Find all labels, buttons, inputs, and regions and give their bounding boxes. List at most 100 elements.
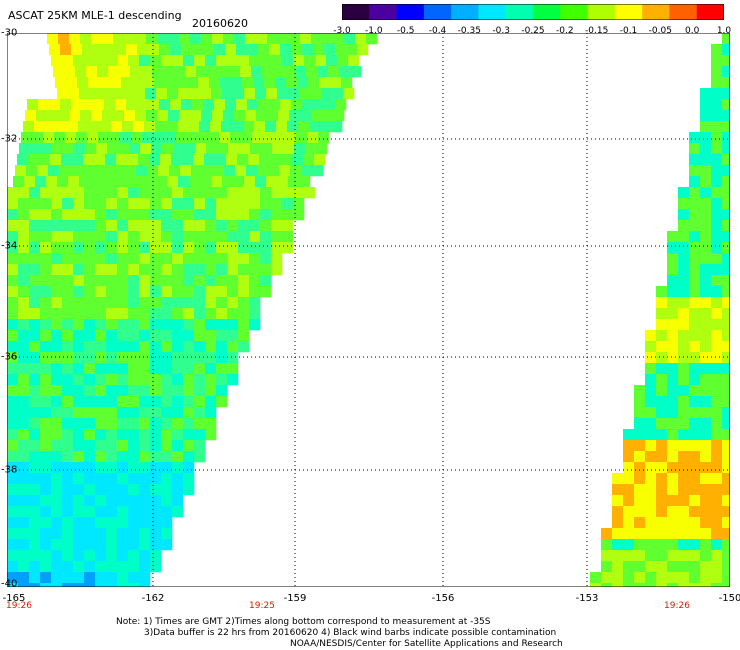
swath-cell (700, 550, 712, 562)
swath-cell (29, 495, 41, 507)
swath-cell (183, 275, 195, 287)
swath-cell (102, 33, 114, 45)
swath-cell (62, 451, 74, 463)
swath-cell (161, 451, 173, 463)
swath-cell (84, 495, 96, 507)
swath-cell (40, 429, 52, 441)
swath-cell (700, 132, 712, 144)
swath-cell (73, 264, 85, 276)
swath-cell (134, 176, 146, 188)
swath-cell (161, 297, 173, 309)
swath-cell (711, 209, 723, 221)
swath-cell (97, 66, 109, 78)
swath-cell (117, 374, 129, 386)
swath-cell (117, 352, 129, 364)
swath-cell (128, 517, 140, 529)
swath-cell (62, 429, 74, 441)
swath-cell (55, 77, 67, 89)
swath-cell (128, 539, 140, 551)
swath-cell (678, 319, 690, 331)
swath-cell (203, 44, 215, 56)
swath-cell (139, 330, 151, 342)
swath-cell (194, 440, 206, 452)
swath-cell (106, 407, 118, 419)
swath-cell (117, 473, 129, 485)
swath-cell (195, 143, 207, 155)
swath-cell (700, 286, 712, 298)
swath-cell (711, 297, 723, 309)
swath-cell (238, 330, 250, 342)
swath-cell (656, 352, 668, 364)
swath-cell (222, 88, 234, 100)
swath-cell (656, 319, 668, 331)
swath-cell (62, 418, 74, 430)
swath-cell (248, 154, 260, 166)
swath-cell (70, 165, 82, 177)
swath-cell (106, 308, 118, 320)
swath-cell (271, 198, 283, 210)
swath-cell (169, 165, 181, 177)
swath-cell (7, 462, 19, 474)
swath-cell (201, 110, 213, 122)
time-label: 19:25 (249, 601, 275, 611)
swath-cell (84, 187, 96, 199)
swath-cell (7, 550, 19, 562)
swath-cell (656, 517, 668, 529)
swath-cell (667, 484, 679, 496)
swath-cell (645, 352, 657, 364)
swath-cell (711, 539, 723, 551)
swath-cell (700, 88, 712, 100)
swath-cell (7, 220, 19, 232)
swath-cell (198, 77, 210, 89)
swath-cell (40, 396, 52, 408)
swath-cell (227, 198, 239, 210)
swath-cell (150, 550, 162, 562)
swath-cell (54, 132, 66, 144)
swath-cell (172, 319, 184, 331)
swath-cell (205, 286, 217, 298)
swath-cell (148, 99, 160, 111)
swath-cell (161, 385, 173, 397)
colorbar-label: -0.4 (428, 26, 447, 36)
swath-cell (113, 110, 125, 122)
swath-cell (51, 275, 63, 287)
swath-cell (117, 286, 129, 298)
lon-label: -156 (431, 593, 455, 604)
swath-cell (29, 528, 41, 540)
swath-cell (301, 165, 313, 177)
swath-cell (139, 550, 151, 562)
swath-cell (711, 286, 723, 298)
swath-cell (700, 99, 712, 111)
swath-cell (200, 176, 212, 188)
swath-cell (711, 242, 723, 254)
colorbar-label: -0.2 (556, 26, 574, 36)
swath-cell (700, 220, 712, 232)
swath-cell (700, 429, 712, 441)
swath-cell (645, 495, 657, 507)
swath-cell (115, 99, 127, 111)
swath-cell (711, 187, 723, 199)
swath-cell (711, 220, 723, 232)
swath-cell (161, 275, 173, 287)
swath-cell (205, 275, 217, 287)
swath-cell (157, 110, 169, 122)
swath-cell (18, 209, 30, 221)
swath-cell (139, 396, 151, 408)
swath-cell (95, 583, 107, 587)
swath-cell (40, 308, 52, 320)
swath-cell (122, 121, 134, 133)
swath-cell (700, 440, 712, 452)
swath-cell (7, 352, 19, 364)
swath-cell (304, 187, 316, 199)
swath-cell (678, 297, 690, 309)
swath-cell (7, 330, 19, 342)
swath-cell (7, 572, 19, 584)
swath-cell (128, 341, 140, 353)
swath-cell (205, 385, 217, 397)
swath-cell (249, 286, 261, 298)
swath-cell (221, 121, 233, 133)
swath-cell (150, 319, 162, 331)
swath-cell (73, 418, 85, 430)
swath-cell (51, 330, 63, 342)
swath-cell (246, 165, 258, 177)
